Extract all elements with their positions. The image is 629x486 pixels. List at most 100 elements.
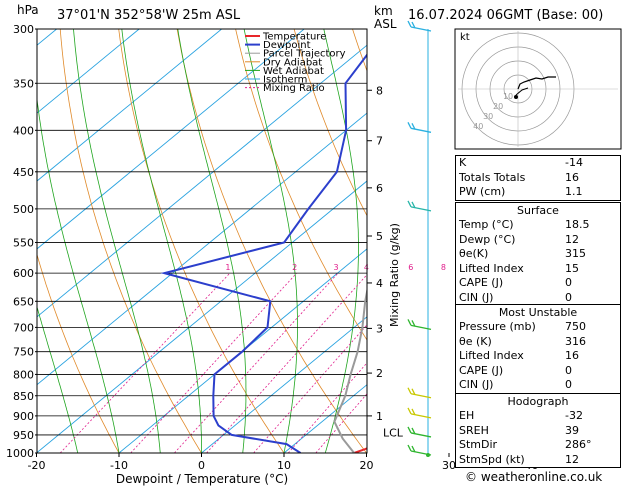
wind-barb-flag <box>411 445 416 453</box>
hodograph-unit: kt <box>460 32 470 43</box>
mixing-ratio-line <box>253 324 367 453</box>
hodograph-value: -32 <box>565 409 583 422</box>
series-temperature <box>353 447 367 453</box>
surface-title: Surface <box>517 204 559 217</box>
mixing-ratio-line <box>174 272 339 453</box>
most-unstable-panel: Most Unstable Pressure (mb) 750 θe (K) 316 L… <box>455 304 621 394</box>
dry-adiabat-line <box>293 29 367 217</box>
hodograph-ring-label: 10 <box>503 92 513 101</box>
hodograph-value: 12 <box>565 452 579 466</box>
indices-panel: K -14 Totals Totals 16 PW (cm) 1.1 <box>455 155 621 201</box>
most-unstable-label: CIN (J) <box>459 378 494 392</box>
wet-adiabat-line <box>37 95 120 453</box>
most-unstable-label: θe (K) <box>459 334 492 348</box>
surface-value: 15 <box>565 261 579 275</box>
altitude-label: 4 <box>376 277 383 290</box>
surface-panel: Surface Temp (°C) 18.5 Dewp (°C) 12 θe(K) 315… <box>455 202 621 307</box>
wind-surface-dot <box>426 453 430 457</box>
wind-barb-flag <box>411 123 416 130</box>
credit: © weatheronline.co.uk <box>465 470 603 484</box>
index-value: 16 <box>565 170 579 184</box>
pressure-tick-label: 950 <box>13 429 34 442</box>
hodograph-storm-point <box>514 95 518 99</box>
temp-tick-label: -10 <box>110 459 128 472</box>
pressure-tick-label: 850 <box>13 390 34 403</box>
pressure-tick-label: 700 <box>13 321 34 334</box>
wind-barb-flag <box>407 387 412 395</box>
legend-label: Mixing Ratio <box>263 83 325 94</box>
dry-adiabat-line <box>118 29 285 453</box>
pressure-tick-label: 750 <box>13 346 34 359</box>
x-axis-label: Dewpoint / Temperature (°C) <box>116 472 288 486</box>
index-row: Totals Totals 16 <box>456 171 620 186</box>
hodograph-value: 39 <box>565 423 579 437</box>
surface-value: 18.5 <box>565 218 590 231</box>
surface-value: 12 <box>565 232 579 246</box>
pressure-tick-label: 400 <box>13 124 34 137</box>
plot-area <box>37 29 367 453</box>
temp-tick-label: 30 <box>442 459 456 472</box>
hodograph-panel: Hodograph EH -32 SREH 39 StmDir 286° StmSpd (k… <box>455 393 621 469</box>
height-ref: ASL <box>374 17 397 31</box>
wet-adiabat-line <box>121 29 202 453</box>
hodograph-label: StmDir <box>459 438 498 452</box>
most-unstable-label: Pressure (mb) <box>459 320 536 333</box>
surface-value: 0 <box>565 276 572 290</box>
index-label: Totals Totals <box>459 170 526 184</box>
surface-label: θe(K) <box>459 247 489 261</box>
most-unstable-row: Lifted Index 16 <box>456 349 620 364</box>
wind-barb-flag <box>407 20 412 28</box>
surface-label: Dewp (°C) <box>459 232 516 246</box>
legend-label: Temperature <box>262 32 326 43</box>
index-row: K -14 <box>456 156 620 171</box>
hodograph-row: EH -32 <box>456 409 620 424</box>
wind-barb-flag <box>407 444 412 452</box>
most-unstable-value: 750 <box>565 320 586 333</box>
hodograph-ring-label: 20 <box>493 102 503 111</box>
most-unstable-value: 0 <box>565 363 572 377</box>
wind-barb-flag <box>411 320 416 327</box>
index-row: PW (cm) 1.1 <box>456 185 620 200</box>
pressure-tick-label: 500 <box>13 203 34 216</box>
mixing-ratio-label: 3 <box>333 263 338 272</box>
pressure-tick-label: 300 <box>13 23 34 36</box>
hodograph-trace <box>517 76 556 90</box>
most-unstable-row: CAPE (J) 0 <box>456 364 620 379</box>
hodograph-label: StmSpd (kt) <box>459 452 525 466</box>
series-dewpoint <box>160 53 367 453</box>
isotherm-line <box>118 248 367 453</box>
isotherm-line <box>201 316 367 453</box>
wet-adiabat-line <box>73 29 161 453</box>
altitude-label: 2 <box>376 367 383 380</box>
pressure-tick-label: 650 <box>13 295 34 308</box>
most-unstable-row: CIN (J) 0 <box>456 378 620 393</box>
wind-barb-flag <box>411 21 416 29</box>
wind-barb-flag <box>407 319 412 326</box>
wind-barb-flag <box>411 408 416 416</box>
index-label: PW (cm) <box>459 185 506 199</box>
most-unstable-label: CAPE (J) <box>459 363 504 377</box>
legend-label: Wet Adiabat <box>263 66 324 77</box>
pressure-tick-label: 800 <box>13 368 34 381</box>
location-title: 37°01'N 352°58'W 25m ASL <box>57 8 241 23</box>
isotherm-line <box>37 112 367 386</box>
wet-adiabat-line <box>37 305 79 453</box>
most-unstable-row: θe (K) 316 <box>456 335 620 350</box>
surface-value: 0 <box>565 290 572 304</box>
isotherm-line <box>37 29 305 250</box>
temp-tick-label: 20 <box>360 459 374 472</box>
altitude-label: 6 <box>376 182 383 195</box>
most-unstable-value: 316 <box>565 334 586 348</box>
most-unstable-value: 0 <box>565 378 572 392</box>
index-label: K <box>459 156 467 169</box>
height-unit: km <box>374 4 393 18</box>
surface-label: Lifted Index <box>459 261 524 275</box>
hodograph-row: StmSpd (kt) 12 <box>456 453 620 468</box>
hodograph-label: SREH <box>459 423 489 437</box>
wet-adiabat-line <box>323 29 359 453</box>
isotherm-line <box>37 44 367 318</box>
pressure-tick-label: 350 <box>13 77 34 90</box>
pressure-tick-label: 1000 <box>6 447 34 460</box>
wind-barb-flag <box>411 201 416 209</box>
